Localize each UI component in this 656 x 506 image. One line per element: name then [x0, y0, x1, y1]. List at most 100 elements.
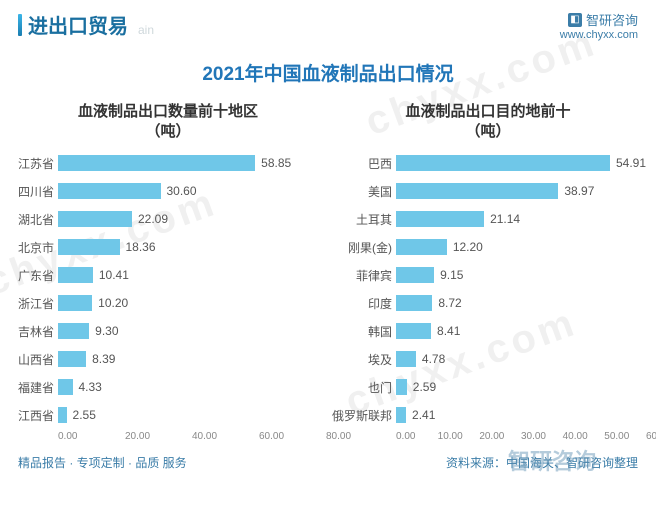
- chart-right-title: 血液制品出口目的地前十 （吨）: [330, 102, 646, 141]
- bar-row: 俄罗斯联邦 2.41: [330, 401, 646, 429]
- bar-row: 北京市 18.36: [10, 233, 326, 261]
- header-right: ◧ 智研咨询 www.chyxx.com: [560, 10, 638, 41]
- bar: [58, 295, 92, 311]
- category-label: 印度: [330, 295, 396, 312]
- bar-area: 2.59: [396, 373, 646, 401]
- bar-area: 21.14: [396, 205, 646, 233]
- bar-row: 刚果(金)12.20: [330, 233, 646, 261]
- bar-area: 38.97: [396, 177, 646, 205]
- bar: [396, 351, 416, 367]
- category-label: 江西省: [10, 407, 58, 424]
- bar-row: 埃及 4.78: [330, 345, 646, 373]
- axis-tick: 20.00: [125, 431, 192, 442]
- axis-tick: 50.00: [604, 431, 646, 442]
- axis-tick: 60.00: [259, 431, 326, 442]
- category-label: 俄罗斯联邦: [330, 407, 396, 424]
- category-label: 山西省: [10, 351, 58, 368]
- bar-value-label: 21.14: [490, 212, 520, 226]
- header: 进出口贸易 ain ◧ 智研咨询 www.chyxx.com: [0, 0, 656, 47]
- header-subtitle: ain: [138, 23, 154, 39]
- bar: [58, 155, 255, 171]
- axis-tick: 0.00: [396, 431, 438, 442]
- chart-left-title: 血液制品出口数量前十地区 （吨）: [10, 102, 326, 141]
- category-label: 韩国: [330, 323, 396, 340]
- brand-url: www.chyxx.com: [560, 29, 638, 41]
- bar: [396, 379, 407, 395]
- bar-row: 浙江省 10.20: [10, 289, 326, 317]
- bar-row: 土耳其 21.14: [330, 205, 646, 233]
- bar: [58, 211, 132, 227]
- bar-area: 9.15: [396, 261, 646, 289]
- category-label: 广东省: [10, 267, 58, 284]
- bar-value-label: 18.36: [126, 240, 156, 254]
- footer-watermark: 智研咨询: [508, 444, 596, 476]
- bar-area: 30.60: [58, 177, 326, 205]
- header-title: 进出口贸易: [28, 10, 128, 39]
- bar-row: 山西省 8.39: [10, 345, 326, 373]
- category-label: 湖北省: [10, 211, 58, 228]
- category-label: 江苏省: [10, 155, 58, 172]
- bar-value-label: 8.39: [92, 352, 115, 366]
- axis-tick: 10.00: [438, 431, 480, 442]
- chart-left-title-line2: （吨）: [145, 123, 190, 140]
- chart-left: 血液制品出口数量前十地区 （吨） 江苏省58.85四川省30.60湖北省22.0…: [10, 102, 326, 442]
- category-label: 埃及: [330, 351, 396, 368]
- bar-value-label: 10.41: [99, 268, 129, 282]
- chart-right-title-line1: 血液制品出口目的地前十: [405, 103, 570, 120]
- bar-value-label: 4.33: [79, 380, 102, 394]
- category-label: 巴西: [330, 155, 396, 172]
- bar: [396, 211, 484, 227]
- bar-value-label: 4.78: [422, 352, 445, 366]
- bar-area: 4.33: [58, 373, 326, 401]
- bar-row: 广东省 10.41: [10, 261, 326, 289]
- chart-right-axis: 0.0010.0020.0030.0040.0050.0060.00: [330, 431, 646, 442]
- category-label: 菲律宾: [330, 267, 396, 284]
- bar-value-label: 9.15: [440, 268, 463, 282]
- bar: [396, 267, 434, 283]
- bar-row: 巴西 54.91: [330, 149, 646, 177]
- chart-right-title-line2: （吨）: [465, 123, 510, 140]
- axis-tick: 0.00: [58, 431, 125, 442]
- category-label: 土耳其: [330, 211, 396, 228]
- bar-value-label: 54.91: [616, 156, 646, 170]
- category-label: 吉林省: [10, 323, 58, 340]
- bar-area: 9.30: [58, 317, 326, 345]
- bar: [58, 239, 120, 255]
- bar-value-label: 2.59: [413, 380, 436, 394]
- header-left: 进出口贸易 ain: [18, 10, 154, 39]
- bar: [58, 183, 161, 199]
- bar-row: 四川省30.60: [10, 177, 326, 205]
- category-label: 四川省: [10, 183, 58, 200]
- bar-row: 美国38.97: [330, 177, 646, 205]
- footer-left: 精品报告 · 专项定制 · 品质 服务: [18, 454, 187, 471]
- bar-value-label: 10.20: [98, 296, 128, 310]
- bar-area: 12.20: [396, 233, 646, 261]
- category-label: 北京市: [10, 239, 58, 256]
- bar-value-label: 2.41: [412, 408, 435, 422]
- bar-area: 58.85: [58, 149, 326, 177]
- bar-value-label: 38.97: [564, 184, 594, 198]
- bar-area: 2.55: [58, 401, 326, 429]
- chart-right-bars: 巴西54.91美国38.97土耳其21.14刚果(金)12.20菲律宾9.15印…: [330, 149, 646, 429]
- bar-area: 10.20: [58, 289, 326, 317]
- bar: [58, 267, 93, 283]
- bar-area: 8.39: [58, 345, 326, 373]
- bar-row: 吉林省9.30: [10, 317, 326, 345]
- category-label: 浙江省: [10, 295, 58, 312]
- bar-value-label: 8.72: [438, 296, 461, 310]
- axis-tick: 60.00: [646, 431, 656, 442]
- brand-logo-icon: ◧: [568, 13, 582, 27]
- bar-area: 54.91: [396, 149, 646, 177]
- bar-value-label: 58.85: [261, 156, 291, 170]
- axis-tick: 40.00: [563, 431, 605, 442]
- bar-row: 江苏省 58.85: [10, 149, 326, 177]
- bar-area: 10.41: [58, 261, 326, 289]
- category-label: 刚果(金): [330, 239, 396, 256]
- bar-area: 8.72: [396, 289, 646, 317]
- axis-tick: 20.00: [479, 431, 521, 442]
- bar-row: 韩国 8.41: [330, 317, 646, 345]
- bar-value-label: 2.55: [73, 408, 96, 422]
- bar-value-label: 8.41: [437, 324, 460, 338]
- bar: [58, 407, 67, 423]
- category-label: 也门: [330, 379, 396, 396]
